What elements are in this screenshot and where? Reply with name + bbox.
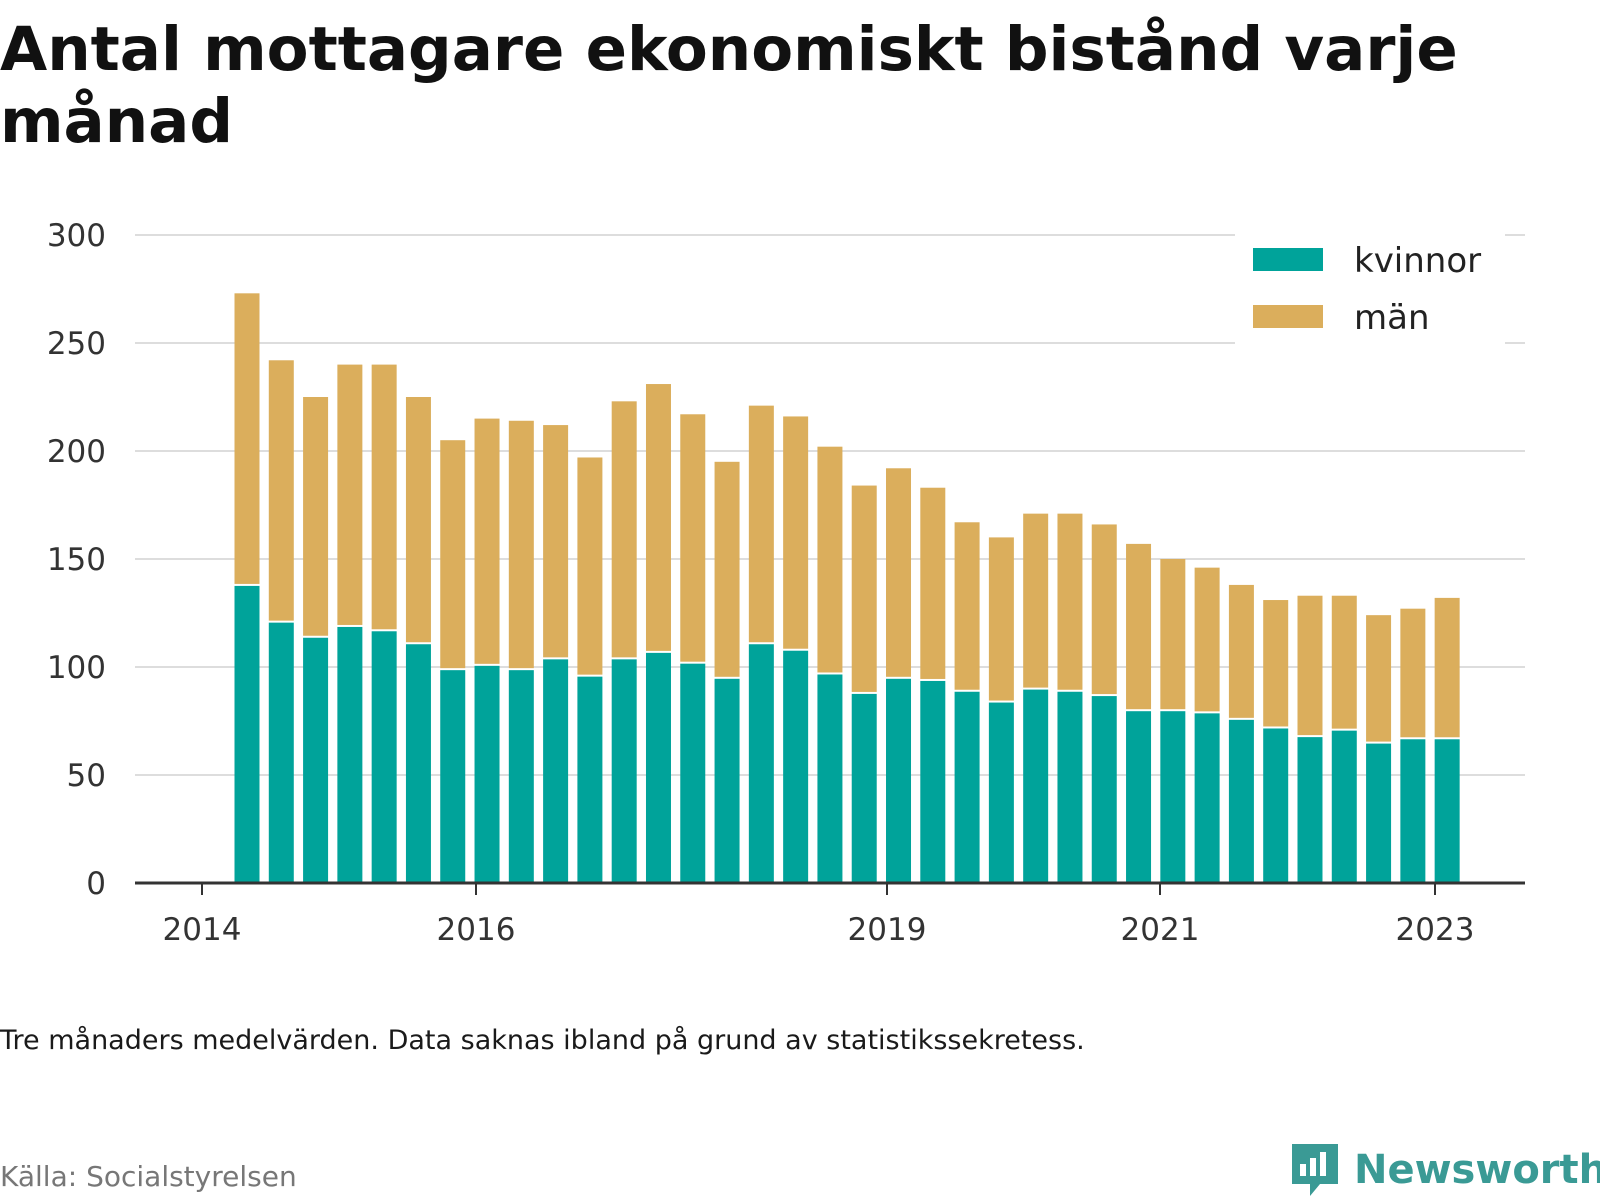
legend-label-man: män (1354, 298, 1430, 338)
bar-man (748, 405, 774, 643)
x-tick-label: 2021 (1121, 912, 1200, 948)
bar-kvinnor (920, 680, 946, 883)
legend: kvinnor män (1235, 230, 1505, 348)
bar-kvinnor (1434, 739, 1460, 883)
y-tick-label: 300 (47, 218, 106, 254)
bar-man (303, 397, 329, 636)
bar-man (1434, 597, 1460, 738)
bar-man (1263, 600, 1289, 727)
legend-swatch-kvinnor (1253, 248, 1323, 271)
bar-kvinnor (1023, 689, 1049, 883)
bar-man (851, 485, 877, 692)
bar-man (1297, 595, 1323, 736)
x-tick-label: 2016 (437, 912, 516, 948)
bar-kvinnor (1194, 713, 1220, 883)
bar-man (1366, 615, 1392, 742)
bar-man (920, 487, 946, 679)
bar-man (645, 384, 671, 651)
bar-man (783, 416, 809, 649)
bar-kvinnor (371, 631, 397, 883)
chart-title: Antal mottagare ekonomiskt bistånd varje… (0, 14, 1458, 157)
bar-man (954, 522, 980, 690)
x-tick-label: 2014 (163, 912, 242, 948)
bar-man (474, 418, 500, 664)
chart-note: Tre månaders medelvärden. Data saknas ib… (0, 1025, 1085, 1056)
bar-man (1091, 524, 1117, 695)
y-tick-label: 50 (67, 758, 106, 794)
bars (234, 293, 1460, 883)
bar-kvinnor (268, 622, 294, 883)
bar-man (1126, 543, 1152, 710)
bar-kvinnor (1331, 730, 1357, 883)
bar-kvinnor (851, 693, 877, 883)
bar-man (1057, 513, 1083, 690)
legend-swatch-man (1253, 305, 1323, 328)
bar-kvinnor (680, 663, 706, 883)
stacked-bar-chart: 0 50 100 150 200 250 300 2014 2016 2019 2021 2023 k… (47, 218, 1525, 948)
bar-kvinnor (988, 702, 1014, 883)
bar-kvinnor (1126, 711, 1152, 883)
bar-man (268, 360, 294, 621)
bar-kvinnor (1366, 743, 1392, 883)
bar-man (1023, 513, 1049, 688)
brand-name: Newsworthy (1354, 1147, 1600, 1193)
bar-kvinnor (645, 652, 671, 883)
y-tick-label: 200 (47, 434, 106, 470)
bar-kvinnor (783, 650, 809, 883)
bar-kvinnor (954, 691, 980, 883)
bar-kvinnor (577, 676, 603, 883)
bar-man (714, 461, 740, 677)
bar-kvinnor (234, 585, 260, 883)
source-credit: Källa: Socialstyrelsen (0, 1160, 297, 1193)
bar-kvinnor (508, 670, 534, 883)
bar-man (817, 446, 843, 673)
x-tick-label: 2023 (1396, 912, 1475, 948)
axes: 0 50 100 150 200 250 300 2014 2016 2019 2021 2023 (47, 218, 1525, 948)
bar-man (680, 414, 706, 662)
bar-kvinnor (1400, 739, 1426, 883)
bar-man (1331, 595, 1357, 729)
bar-man (886, 468, 912, 677)
newsworthy-logo-icon (1292, 1144, 1338, 1196)
bar-man (611, 401, 637, 658)
bar-kvinnor (886, 678, 912, 883)
bar-man (405, 397, 431, 643)
bar-man (371, 364, 397, 630)
bar-kvinnor (1091, 696, 1117, 883)
bar-kvinnor (748, 644, 774, 883)
bar-kvinnor (303, 637, 329, 883)
bar-man (1160, 559, 1186, 710)
bar-kvinnor (440, 670, 466, 883)
bar-kvinnor (1228, 719, 1254, 883)
y-tick-label: 250 (47, 326, 106, 362)
bar-kvinnor (543, 659, 569, 883)
y-tick-label: 150 (47, 542, 106, 578)
bar-man (1400, 608, 1426, 738)
bar-man (508, 420, 534, 669)
y-tick-label: 100 (47, 650, 106, 686)
brand-logo: Newsworthy (1290, 1140, 1600, 1200)
bar-kvinnor (1057, 691, 1083, 883)
y-tick-label: 0 (86, 866, 106, 902)
bar-kvinnor (405, 644, 431, 883)
bar-kvinnor (1263, 728, 1289, 883)
bar-kvinnor (1297, 737, 1323, 883)
bar-kvinnor (611, 659, 637, 883)
bar-kvinnor (714, 678, 740, 883)
bar-man (440, 440, 466, 669)
bar-man (1228, 584, 1254, 718)
bar-man (543, 425, 569, 658)
bar-kvinnor (337, 626, 363, 883)
x-tick-label: 2019 (848, 912, 927, 948)
bar-man (234, 293, 260, 584)
bar-man (577, 457, 603, 675)
bar-man (1194, 567, 1220, 712)
legend-label-kvinnor: kvinnor (1354, 241, 1481, 281)
bar-man (988, 537, 1014, 701)
bar-kvinnor (817, 674, 843, 883)
bar-kvinnor (1160, 711, 1186, 883)
bar-man (337, 364, 363, 625)
bar-kvinnor (474, 665, 500, 883)
